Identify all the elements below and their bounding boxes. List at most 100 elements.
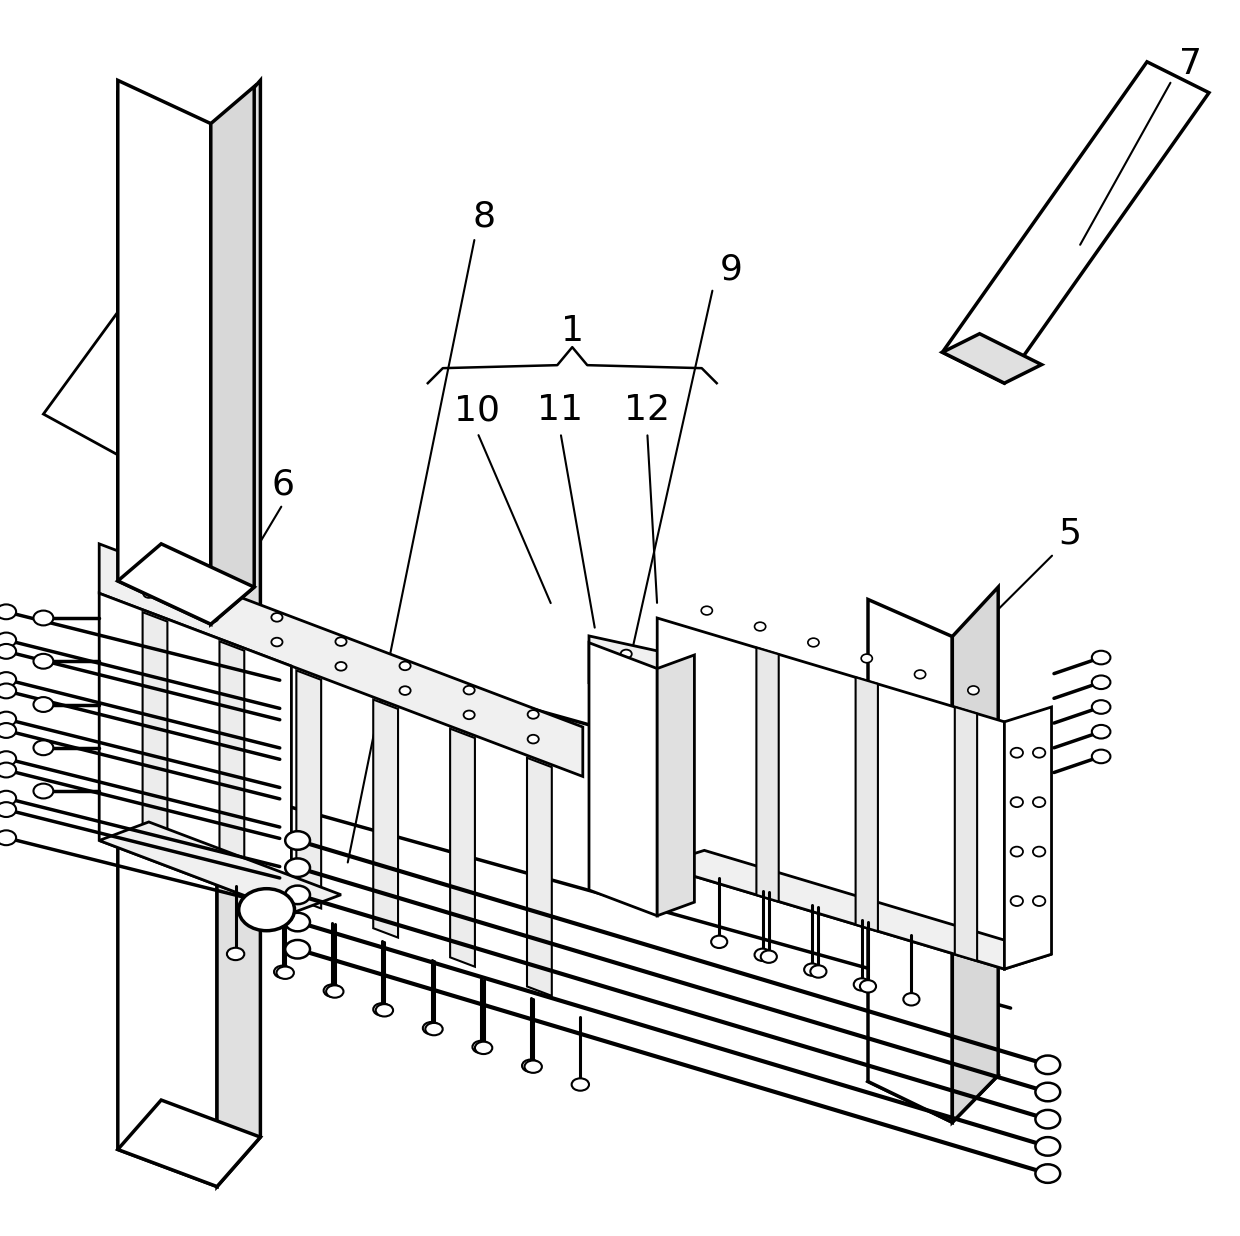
Ellipse shape	[862, 654, 873, 662]
Polygon shape	[657, 618, 1004, 969]
Ellipse shape	[33, 654, 53, 669]
Ellipse shape	[761, 950, 776, 963]
Ellipse shape	[0, 712, 16, 727]
Ellipse shape	[0, 831, 16, 845]
Ellipse shape	[528, 709, 539, 719]
Text: 10: 10	[454, 393, 501, 428]
Polygon shape	[527, 758, 552, 996]
Ellipse shape	[525, 1060, 542, 1073]
Ellipse shape	[0, 633, 16, 648]
Ellipse shape	[33, 740, 53, 755]
Text: 8: 8	[472, 199, 495, 234]
Ellipse shape	[1092, 749, 1111, 763]
Polygon shape	[118, 1100, 260, 1187]
Ellipse shape	[285, 858, 310, 878]
Polygon shape	[955, 707, 977, 960]
Polygon shape	[868, 1035, 998, 1122]
Ellipse shape	[285, 885, 310, 905]
Polygon shape	[952, 587, 998, 1122]
Polygon shape	[657, 655, 694, 916]
Ellipse shape	[706, 669, 717, 677]
Ellipse shape	[285, 939, 310, 958]
Ellipse shape	[712, 936, 727, 948]
Ellipse shape	[808, 638, 820, 646]
Ellipse shape	[207, 588, 218, 597]
Ellipse shape	[207, 613, 218, 622]
Ellipse shape	[472, 1041, 490, 1053]
Ellipse shape	[326, 985, 343, 997]
Ellipse shape	[0, 644, 16, 659]
Ellipse shape	[425, 1023, 443, 1036]
Ellipse shape	[0, 751, 16, 766]
Ellipse shape	[0, 672, 16, 687]
Ellipse shape	[968, 686, 980, 695]
Ellipse shape	[1033, 748, 1045, 758]
Ellipse shape	[475, 1042, 492, 1054]
Ellipse shape	[877, 728, 888, 737]
Ellipse shape	[277, 967, 294, 979]
Polygon shape	[99, 544, 583, 776]
Polygon shape	[99, 593, 291, 913]
Polygon shape	[118, 93, 217, 1187]
Ellipse shape	[1035, 1137, 1060, 1156]
Polygon shape	[118, 80, 211, 624]
Ellipse shape	[1011, 797, 1023, 807]
Ellipse shape	[877, 706, 888, 714]
Ellipse shape	[791, 709, 802, 718]
Ellipse shape	[373, 1004, 391, 1016]
Polygon shape	[589, 635, 1004, 774]
Ellipse shape	[1011, 896, 1023, 906]
Ellipse shape	[754, 949, 771, 962]
Polygon shape	[143, 612, 167, 850]
Ellipse shape	[1011, 847, 1023, 857]
Ellipse shape	[621, 672, 632, 681]
Ellipse shape	[962, 747, 973, 755]
Polygon shape	[1004, 707, 1052, 969]
Ellipse shape	[33, 611, 53, 625]
Polygon shape	[118, 299, 260, 455]
Ellipse shape	[1033, 847, 1045, 857]
Polygon shape	[856, 677, 878, 931]
Ellipse shape	[464, 711, 475, 719]
Ellipse shape	[0, 723, 16, 738]
Ellipse shape	[239, 889, 295, 931]
Ellipse shape	[811, 965, 827, 978]
Ellipse shape	[0, 802, 16, 817]
Ellipse shape	[423, 1022, 440, 1035]
Ellipse shape	[335, 638, 346, 646]
Ellipse shape	[1035, 1056, 1060, 1074]
Ellipse shape	[272, 613, 283, 622]
Ellipse shape	[33, 697, 53, 712]
Ellipse shape	[805, 964, 821, 976]
Ellipse shape	[1033, 896, 1045, 906]
Ellipse shape	[1033, 797, 1045, 807]
Ellipse shape	[904, 993, 920, 1005]
Text: 1: 1	[562, 314, 584, 349]
Ellipse shape	[144, 590, 155, 598]
Polygon shape	[942, 62, 1209, 383]
Ellipse shape	[1035, 1110, 1060, 1128]
Ellipse shape	[854, 979, 870, 991]
Ellipse shape	[0, 763, 16, 777]
Ellipse shape	[272, 638, 283, 646]
Ellipse shape	[227, 948, 244, 960]
Polygon shape	[211, 87, 254, 624]
Text: 12: 12	[624, 393, 671, 428]
Ellipse shape	[528, 734, 539, 744]
Ellipse shape	[1035, 1083, 1060, 1101]
Text: 11: 11	[537, 393, 584, 428]
Polygon shape	[373, 700, 398, 938]
Ellipse shape	[1092, 651, 1111, 665]
Polygon shape	[217, 80, 260, 1187]
Ellipse shape	[464, 686, 475, 695]
Text: 6: 6	[272, 467, 294, 502]
Polygon shape	[868, 599, 952, 1122]
Ellipse shape	[702, 607, 713, 616]
Ellipse shape	[324, 984, 341, 996]
Ellipse shape	[1092, 724, 1111, 739]
Text: 9: 9	[720, 252, 743, 287]
Ellipse shape	[0, 791, 16, 806]
Ellipse shape	[706, 691, 717, 700]
Ellipse shape	[621, 650, 632, 659]
Ellipse shape	[915, 670, 926, 679]
